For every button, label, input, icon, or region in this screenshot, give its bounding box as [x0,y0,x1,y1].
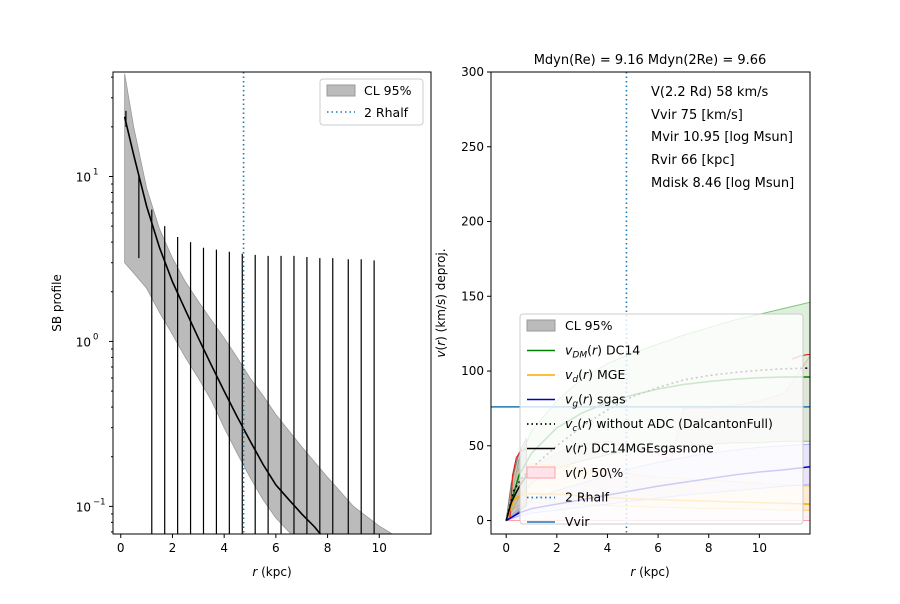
note-rvir: Rvir 66 [kpc] [651,153,735,168]
right-ylabel: v(r) (km/s) deproj. [434,248,448,357]
right-axes-frame [490,71,811,535]
right-xtick-label: 6 [654,541,662,555]
left-legend-rhalf: 2 Rhalf [364,105,409,120]
right-xlabel: r (kpc) [630,565,669,579]
right-notes: V(2.2 Rd) 58 km/s Vvir 75 [km/s] Mvir 10… [651,85,794,191]
right-xtick-label: 0 [502,541,510,555]
left-ylabel: SB profile [50,274,64,332]
note-vvir: Vvir 75 [km/s] [651,108,743,123]
note-v22: V(2.2 Rd) 58 km/s [651,85,769,100]
right-xtick-label: 4 [604,541,612,555]
note-mvir: Mvir 10.95 [log Msun] [651,130,793,145]
left-ytick-label: 10 [76,335,91,349]
left-legend: CL 95% 2 Rhalf [319,78,424,126]
sb-model-line [123,116,322,534]
left-xtick-label: 10 [372,541,387,555]
left-ytick-label: 10 [76,170,91,184]
right-legend-label: vd(r) MGE [565,367,625,385]
right-ytick-label: 50 [469,439,484,453]
right-legend-label: vg(r) sgas [565,392,626,410]
right-legend-label: v(r) DC14MGEsgasnone [565,441,714,456]
right-legend-swatch-band [526,466,556,479]
note-mdisk: Mdisk 8.46 [log Msun] [651,176,794,191]
left-legend-band-swatch [326,84,356,97]
right-ytick-label: 200 [461,215,484,229]
right-legend-label: vDM(r) DC14 [565,343,640,361]
left-axes-frame [112,71,432,535]
right-legend-swatch-band [526,319,556,332]
left-plot-layer [123,72,393,534]
right-legend-label: Vvir [565,514,590,529]
right-legend-label: CL 95% [565,318,613,333]
right-ytick-label: 0 [476,514,484,528]
left-legend-cl95: CL 95% [364,83,412,98]
right-ytick-label: 100 [461,364,484,378]
right-ytick-label: 300 [461,65,484,79]
right-title: Mdyn(Re) = 9.16 Mdyn(2Re) = 9.66 [534,53,767,68]
sb-cl95-band [124,73,393,534]
right-legend-box [519,313,804,525]
right-xtick-label: 2 [553,541,561,555]
left-ytick-exponent: 1 [93,167,98,177]
left-ytick-exponent: 0 [93,332,98,342]
right-ytick-label: 150 [461,289,484,303]
right-ytick-label: 250 [461,140,484,154]
left-ytick-exponent: −1 [93,497,106,507]
left-xtick-label: 0 [117,541,125,555]
left-xlabel: r (kpc) [252,565,291,579]
right-legend-label: vc(r) without ADC (DalcantonFull) [565,416,773,434]
right-xtick-label: 8 [705,541,713,555]
right-legend-label: v(r) 50\% [565,465,623,480]
left-ytick-label: 10 [76,500,91,514]
left-xtick-label: 6 [272,541,280,555]
left-xtick-label: 4 [220,541,228,555]
left-xtick-label: 8 [324,541,332,555]
right-xtick-label: 10 [752,541,767,555]
right-legend-label: 2 Rhalf [565,490,610,505]
right-legend: CL 95% vDM(r) DC14 vd(r) MGE vg(r) sgas vc(r… [519,313,804,529]
rotation-curve-panel: Mdyn(Re) = 9.16 Mdyn(2Re) = 9.66 0 2 4 6 8 10… [434,53,811,579]
left-xtick-label: 2 [169,541,177,555]
